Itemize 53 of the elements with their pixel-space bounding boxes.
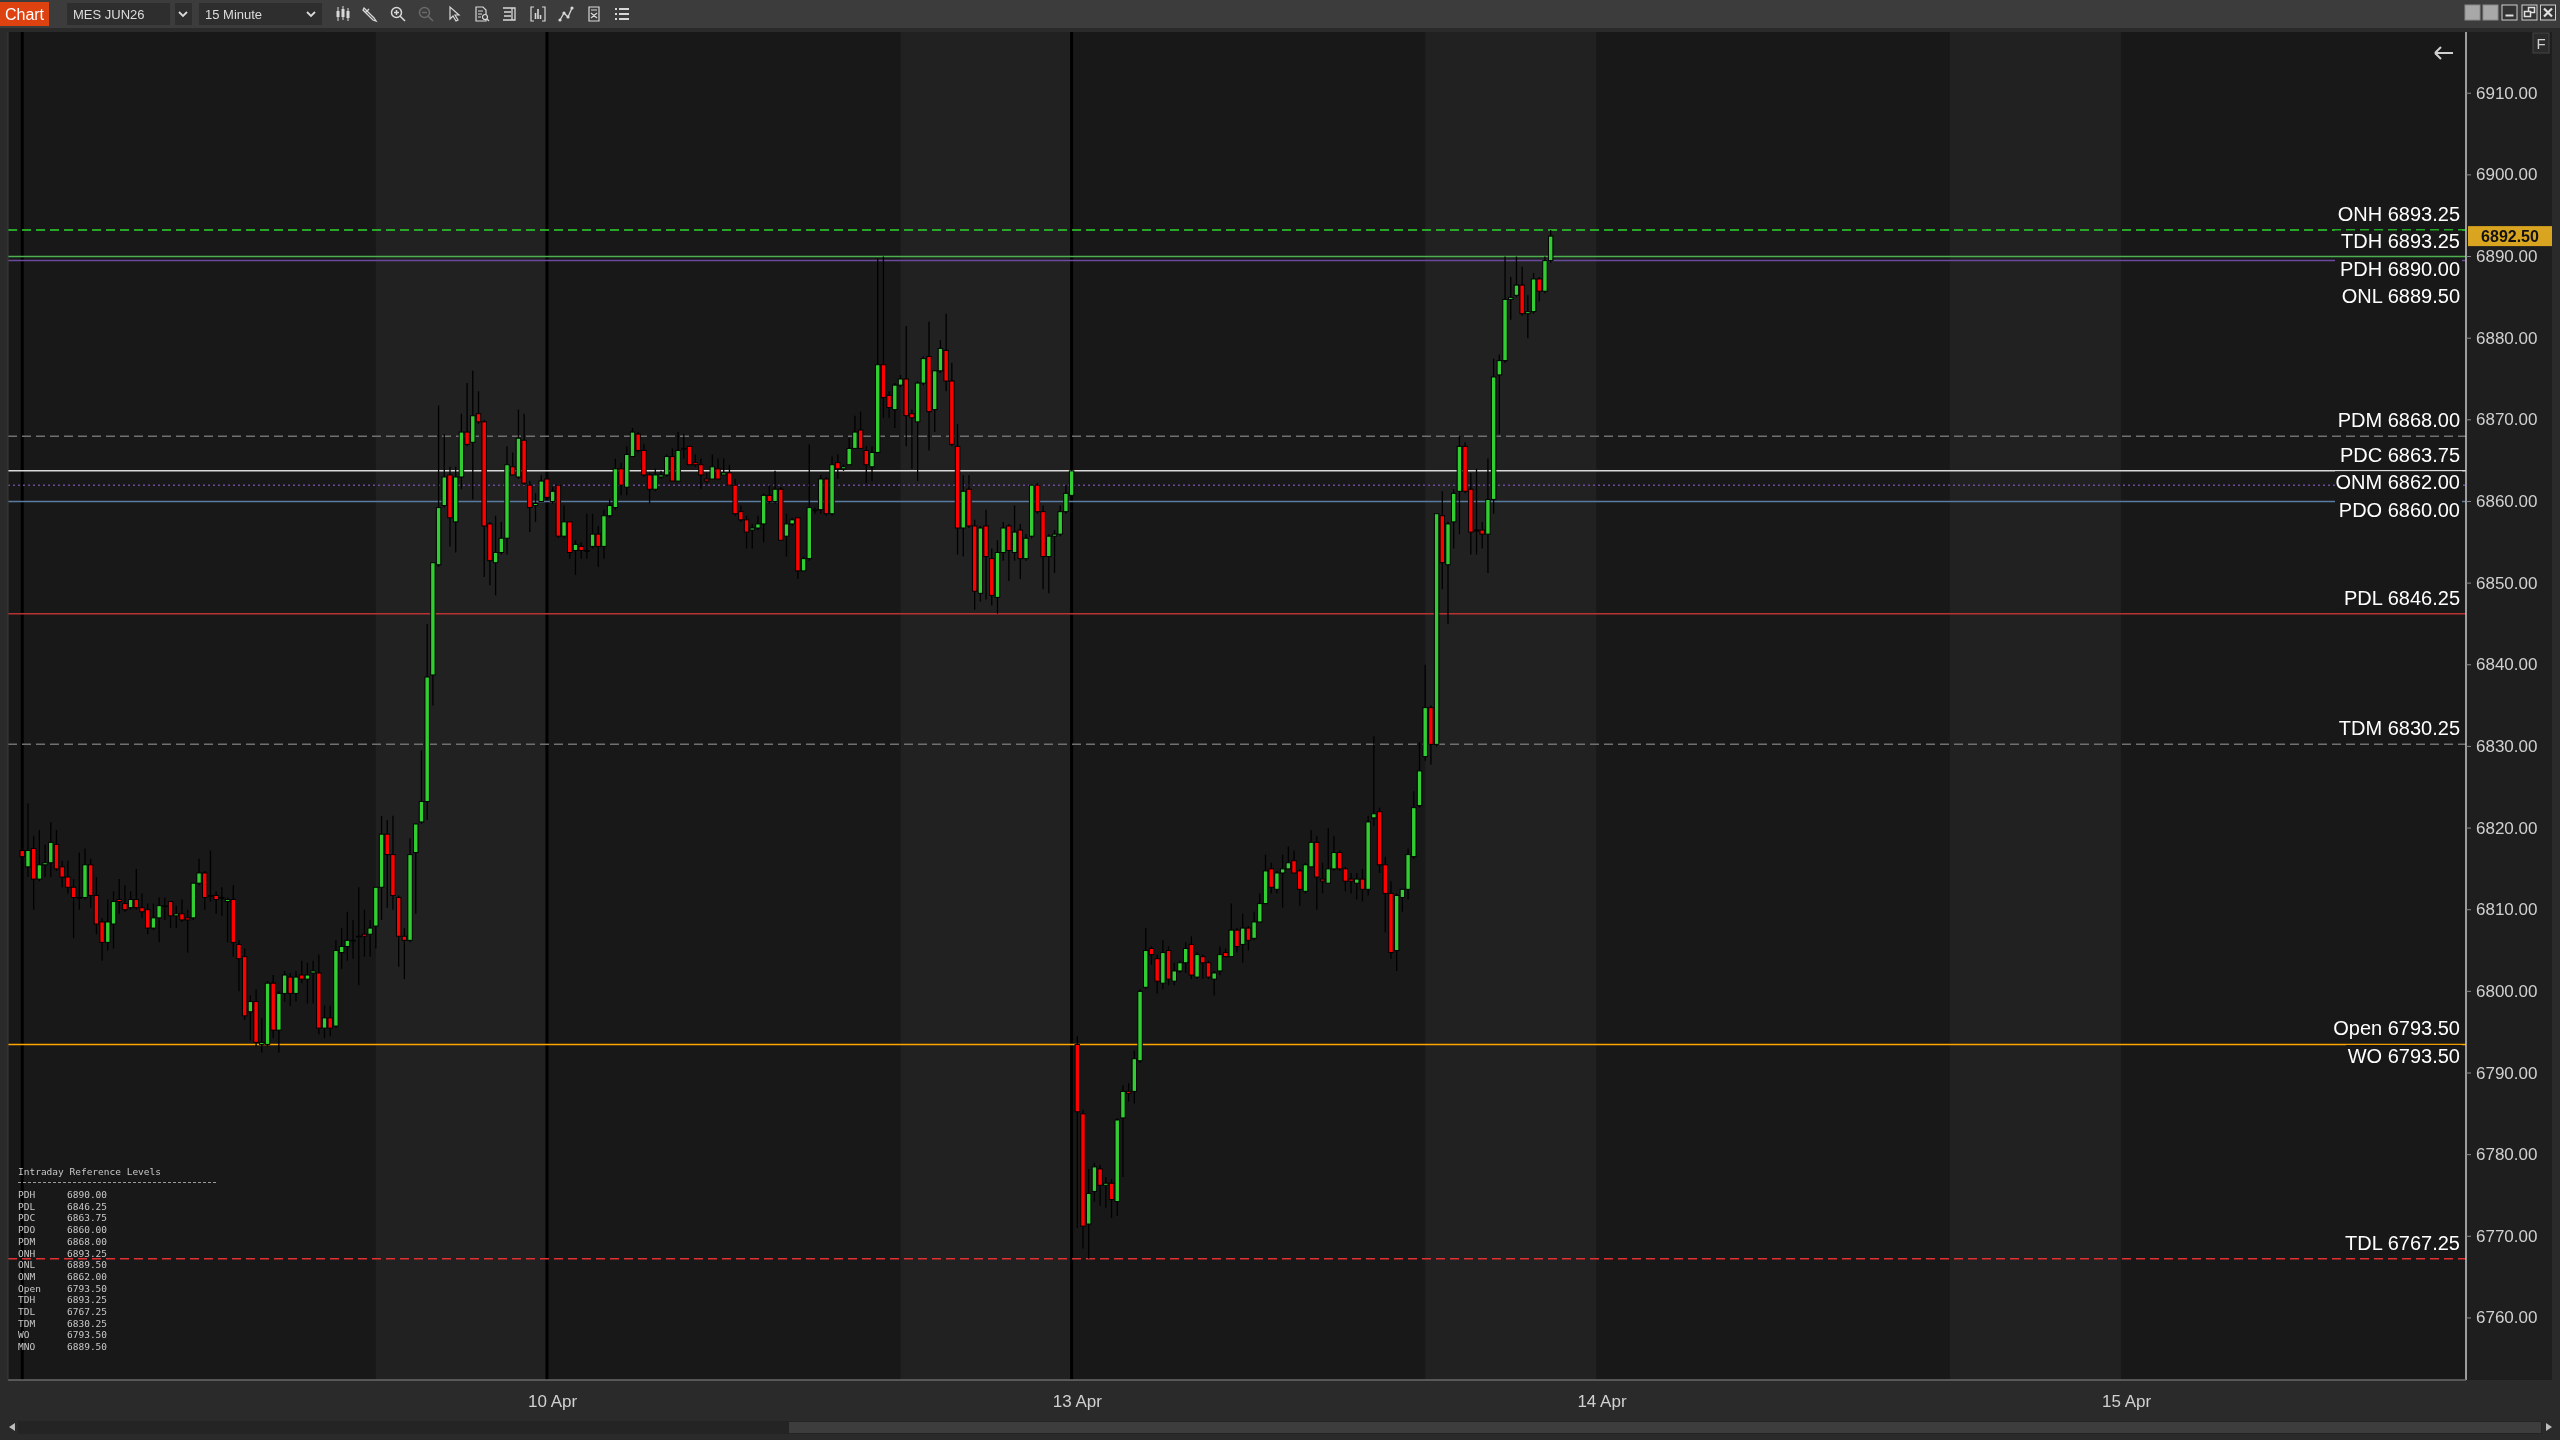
- ref-line-label: TDM 6830.25: [2338, 717, 2460, 740]
- y-tick-label: 6770.00: [2476, 1226, 2538, 1246]
- text: 15 Minute: [205, 6, 263, 22]
- text: 6892.50: [2481, 227, 2540, 245]
- text: PDH 6890.00: [18, 1189, 108, 1200]
- text: PDC 6863.75: [18, 1212, 108, 1224]
- y-tick-label: 6900.00: [2476, 165, 2538, 185]
- x-tick-label: 14 Apr: [1577, 1391, 1627, 1411]
- text: WO 6793.50: [18, 1329, 108, 1341]
- text: TDL 6767.25: [18, 1306, 108, 1317]
- y-tick-label: 6800.00: [2476, 981, 2538, 1001]
- text: TDH 6893.25: [18, 1294, 108, 1306]
- ref-line-label: PDL 6846.25: [2343, 586, 2460, 609]
- text: MNO 6889.50: [18, 1341, 108, 1353]
- text: PDO 6860.00: [18, 1224, 108, 1236]
- y-tick-label: 6840.00: [2476, 655, 2538, 675]
- y-tick-label: 6910.00: [2476, 83, 2538, 103]
- ref-line-label: PDC 6863.75: [2339, 443, 2460, 466]
- ref-line-label: PDM 6868.00: [2337, 409, 2460, 432]
- y-tick-label: 6850.00: [2476, 573, 2538, 593]
- x-tick-label: 15 Apr: [2102, 1391, 2152, 1411]
- y-tick-label: 6760.00: [2476, 1308, 2538, 1328]
- ref-line-label: ONM 6862.00: [2335, 471, 2460, 494]
- y-tick-label: 6810.00: [2476, 900, 2538, 920]
- ref-line-label: PDO 6860.00: [2338, 498, 2460, 521]
- ref-line-label: TDL 6767.25: [2345, 1231, 2460, 1254]
- annotation: TDH 6893.25: [2341, 230, 2460, 253]
- y-tick-label: 6820.00: [2476, 818, 2538, 838]
- annotation: WO 6793.50: [2347, 1044, 2460, 1067]
- y-tick-label: 6860.00: [2476, 491, 2538, 511]
- y-tick-label: 6790.00: [2476, 1063, 2538, 1083]
- text: MES JUN26: [73, 6, 145, 22]
- ref-line-label: Open 6793.50: [2333, 1017, 2460, 1040]
- text: ONL 6889.50: [18, 1259, 108, 1271]
- text: TDM 6830.25: [18, 1317, 108, 1329]
- ref-line-label: ONH 6893.25: [2337, 203, 2460, 225]
- y-tick-label: 6880.00: [2476, 328, 2538, 348]
- text: ONM 6862.00: [18, 1270, 108, 1282]
- text: ONH 6893.25: [18, 1247, 108, 1259]
- text: PDL 6846.25: [18, 1200, 108, 1212]
- annotation: Intraday Reference Levels: [18, 1166, 161, 1177]
- text: Chart: [4, 5, 45, 23]
- y-tick-label: 6830.00: [2476, 736, 2538, 756]
- x-tick-label: 13 Apr: [1052, 1391, 1103, 1411]
- ref-line-label: PDH 6890.00: [2339, 258, 2460, 280]
- ref-line-label: ONL 6889.50: [2341, 285, 2460, 308]
- text: F: [2536, 35, 2546, 52]
- y-tick-label: 6870.00: [2476, 410, 2538, 430]
- x-tick-label: 10 Apr: [528, 1391, 578, 1411]
- text: Open 6793.50: [18, 1282, 108, 1294]
- y-tick-label: 6780.00: [2476, 1145, 2538, 1165]
- text: PDM 6868.00: [18, 1235, 108, 1247]
- y-tick-label: 6890.00: [2476, 247, 2538, 267]
